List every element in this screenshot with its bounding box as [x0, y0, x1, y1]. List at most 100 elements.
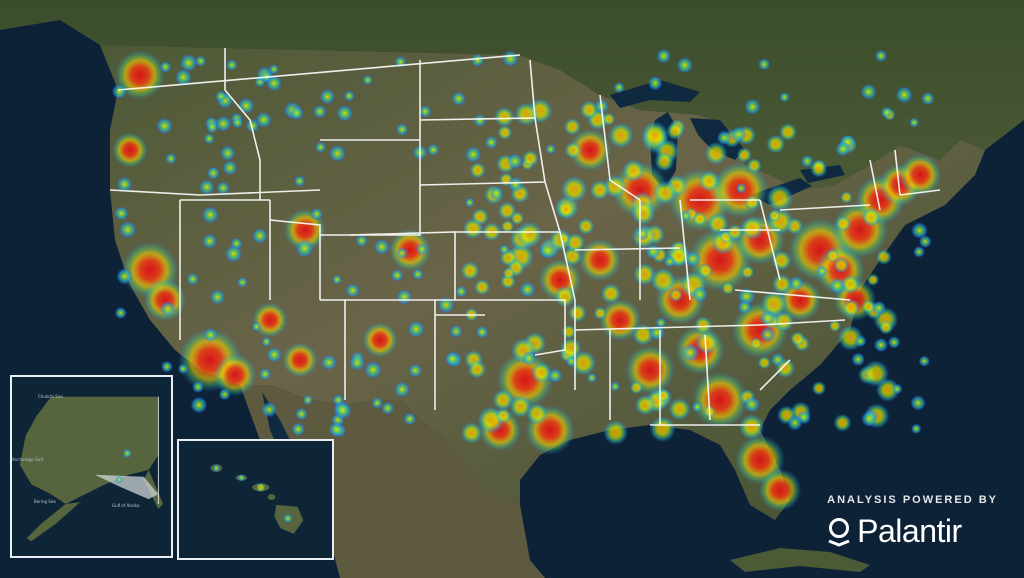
- heat-spot: [206, 166, 221, 180]
- heat-spot: [437, 296, 455, 314]
- heat-spot: [911, 222, 928, 239]
- heat-spot: [861, 410, 878, 427]
- heat-spot: [215, 90, 227, 103]
- heat-spot: [545, 143, 556, 155]
- heat-spot: [766, 134, 786, 154]
- heat-spot: [165, 152, 177, 165]
- heat-spot: [771, 273, 793, 295]
- hawaii-inset[interactable]: [177, 439, 334, 560]
- heat-spot: [704, 141, 728, 166]
- heat-spot: [462, 218, 484, 240]
- heat-spot: [460, 261, 480, 281]
- heat-spot: [390, 268, 404, 282]
- heat-spot: [641, 121, 669, 149]
- heat-spot: [788, 275, 804, 291]
- heat-spot: [602, 112, 616, 126]
- heat-spot: [565, 355, 577, 368]
- heat-spot: [695, 331, 719, 355]
- heat-spot: [816, 265, 828, 278]
- heat-spot: [116, 176, 133, 193]
- heat-spot: [388, 228, 432, 272]
- heat-spot: [726, 223, 744, 241]
- heat-spot: [403, 412, 417, 426]
- heat-spot: [861, 299, 876, 314]
- heat-spot: [179, 53, 198, 72]
- state-borders: [109, 48, 941, 426]
- heat-spot: [332, 274, 343, 285]
- heat-spot: [412, 268, 424, 280]
- heat-spot: [676, 56, 694, 74]
- heat-spot: [895, 86, 913, 104]
- heat-spot: [194, 55, 207, 67]
- heat-spot: [364, 360, 382, 379]
- alaska-inset[interactable]: Chukchi Sea Anchorage Gulf Bering Sea Gu…: [10, 375, 173, 558]
- heat-spot: [826, 248, 840, 263]
- heat-spot: [757, 58, 771, 71]
- heat-spot: [770, 352, 785, 367]
- heat-spot: [841, 274, 860, 294]
- gulf-of-alaska-label: Gulf of Alaska: [112, 503, 140, 508]
- heat-spot: [259, 367, 272, 381]
- heat-spot: [565, 232, 586, 253]
- heat-spot: [516, 221, 543, 249]
- heat-spot: [746, 158, 762, 174]
- heat-spot: [215, 115, 232, 132]
- heat-spot: [355, 234, 368, 247]
- heat-spot: [800, 154, 814, 168]
- heat-spot: [530, 362, 553, 384]
- heat-spot: [418, 105, 432, 118]
- heat-spot: [334, 401, 352, 420]
- heat-spot: [828, 319, 841, 333]
- heat-spot: [381, 401, 395, 415]
- heat-spot: [829, 277, 846, 294]
- heat-layer: [111, 48, 942, 512]
- heat-spot: [238, 97, 255, 115]
- heat-spot: [811, 381, 827, 396]
- heat-spot: [231, 116, 244, 129]
- heat-spot: [892, 383, 903, 395]
- heat-spot: [289, 106, 304, 121]
- heat-spot: [635, 227, 649, 241]
- chukchi-sea-label: Chukchi Sea: [38, 394, 63, 399]
- heat-spot: [680, 210, 692, 222]
- heat-spot: [469, 161, 486, 179]
- heat-spot: [415, 243, 428, 256]
- heat-spot: [119, 220, 137, 239]
- heat-spot: [538, 241, 557, 260]
- heat-spot: [525, 402, 548, 425]
- heat-spot: [593, 306, 607, 320]
- heat-spot: [159, 61, 172, 73]
- heat-spot: [396, 247, 408, 260]
- heat-spot: [778, 122, 798, 142]
- heat-spot: [489, 186, 504, 201]
- heat-spot: [842, 298, 861, 317]
- heat-spot: [744, 98, 761, 115]
- heat-spot: [691, 286, 709, 303]
- heat-spot: [653, 180, 678, 206]
- heat-spot: [213, 353, 257, 397]
- heat-spot: [622, 159, 645, 182]
- heat-spot: [500, 219, 515, 234]
- heat-spot: [220, 145, 236, 161]
- heat-spot: [586, 372, 597, 383]
- heat-spot: [252, 302, 288, 338]
- heat-spot: [600, 283, 622, 305]
- heat-spot: [554, 285, 577, 308]
- heat-spot: [681, 343, 700, 362]
- heat-spot: [216, 181, 230, 195]
- heat-spot: [510, 211, 525, 226]
- heat-spot: [295, 239, 314, 258]
- heat-spot: [631, 323, 655, 346]
- heat-spot: [261, 401, 277, 418]
- heat-spot: [395, 123, 409, 136]
- heat-spot: [645, 244, 661, 260]
- heat-spot: [255, 111, 272, 128]
- heat-spot: [266, 346, 283, 363]
- heat-spot: [634, 394, 656, 416]
- heat-spot: [201, 233, 218, 249]
- heat-spot: [473, 278, 491, 296]
- heat-spot: [840, 191, 853, 204]
- heat-spot: [560, 175, 588, 203]
- hawaii-map: [179, 441, 332, 558]
